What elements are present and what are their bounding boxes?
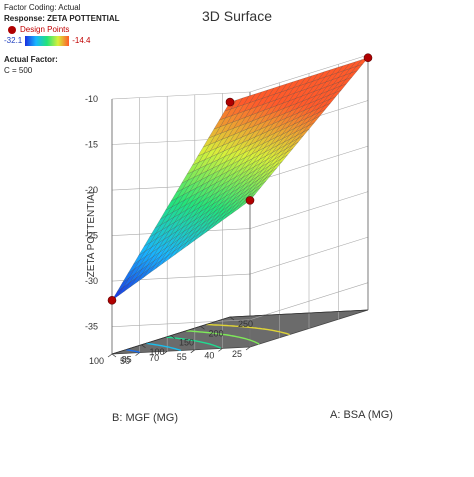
z-tick-label: -25 (85, 231, 98, 241)
y-tick-mark (245, 346, 251, 351)
x-tick-mark (170, 335, 176, 339)
design-points-legend: Design Points (8, 24, 154, 35)
x-tick-label: 100 (150, 347, 165, 357)
wall-gridline (111, 91, 251, 100)
x-tick-label: 150 (179, 338, 194, 348)
y-tick-label: 25 (232, 349, 242, 359)
response-label: Response: ZETA POTTENTIAL (4, 14, 120, 23)
floor-contour-line (125, 348, 141, 354)
design-points-label: Design Points (20, 25, 70, 34)
floor-contour-line (145, 342, 182, 352)
chart-title: 3D Surface (201, 8, 273, 24)
z-tick-label: -10 (85, 94, 98, 104)
z-tick-label: -35 (85, 322, 98, 332)
design-point (245, 196, 255, 205)
design-point (363, 53, 373, 63)
y-tick-mark (218, 348, 223, 352)
factor-coding-label: Factor Coding: Actual (4, 3, 81, 12)
color-scale-min: -32.1 (4, 36, 23, 45)
design-point-marker-icon (8, 25, 16, 34)
actual-factor-value: C = 500 (4, 66, 33, 75)
z-tick-label: -30 (85, 276, 98, 286)
y-tick-mark (135, 352, 140, 356)
floor-contour-line (205, 323, 290, 336)
design-point (107, 295, 117, 305)
y-axis-title: B: MGF (MG) (112, 412, 178, 424)
y-tick-label: 70 (149, 353, 159, 363)
y-tick-mark (162, 350, 168, 355)
x-tick-label: 250 (238, 319, 253, 329)
base-edge (229, 309, 369, 318)
x-tick-mark (111, 353, 117, 358)
actual-factor-heading: Actual Factor: (4, 55, 58, 64)
x-tick-mark (229, 316, 235, 321)
x-tick-mark (141, 344, 146, 349)
y-tick-mark (190, 349, 196, 354)
color-scale-max: -14.4 (72, 36, 91, 45)
color-scale-bar (25, 35, 70, 46)
x-axis-title: A: BSA (MG) (330, 409, 393, 421)
y-tick-label: 55 (177, 352, 187, 362)
info-panel: Factor Coding: Actual Response: ZETA POT… (4, 2, 154, 76)
y-tick-mark (107, 353, 113, 358)
x-tick-label: 50 (120, 356, 130, 366)
design-point (225, 97, 235, 107)
floor-contour-line (165, 336, 221, 349)
z-axis-title: ZETA POTTENTIAL (86, 188, 97, 277)
z-tick-label: -20 (85, 185, 98, 195)
floor-contour-line (185, 330, 260, 345)
x-tick-mark (200, 325, 205, 330)
color-scale-legend: -32.1 -14.4 (4, 35, 154, 46)
z-tick-label: -15 (85, 140, 98, 150)
y-tick-label: 40 (204, 350, 214, 360)
wall-gridline (111, 319, 251, 327)
y-tick-label: 100 (89, 356, 104, 366)
y-tick-label: 85 (122, 355, 132, 365)
x-tick-label: 200 (209, 328, 224, 338)
